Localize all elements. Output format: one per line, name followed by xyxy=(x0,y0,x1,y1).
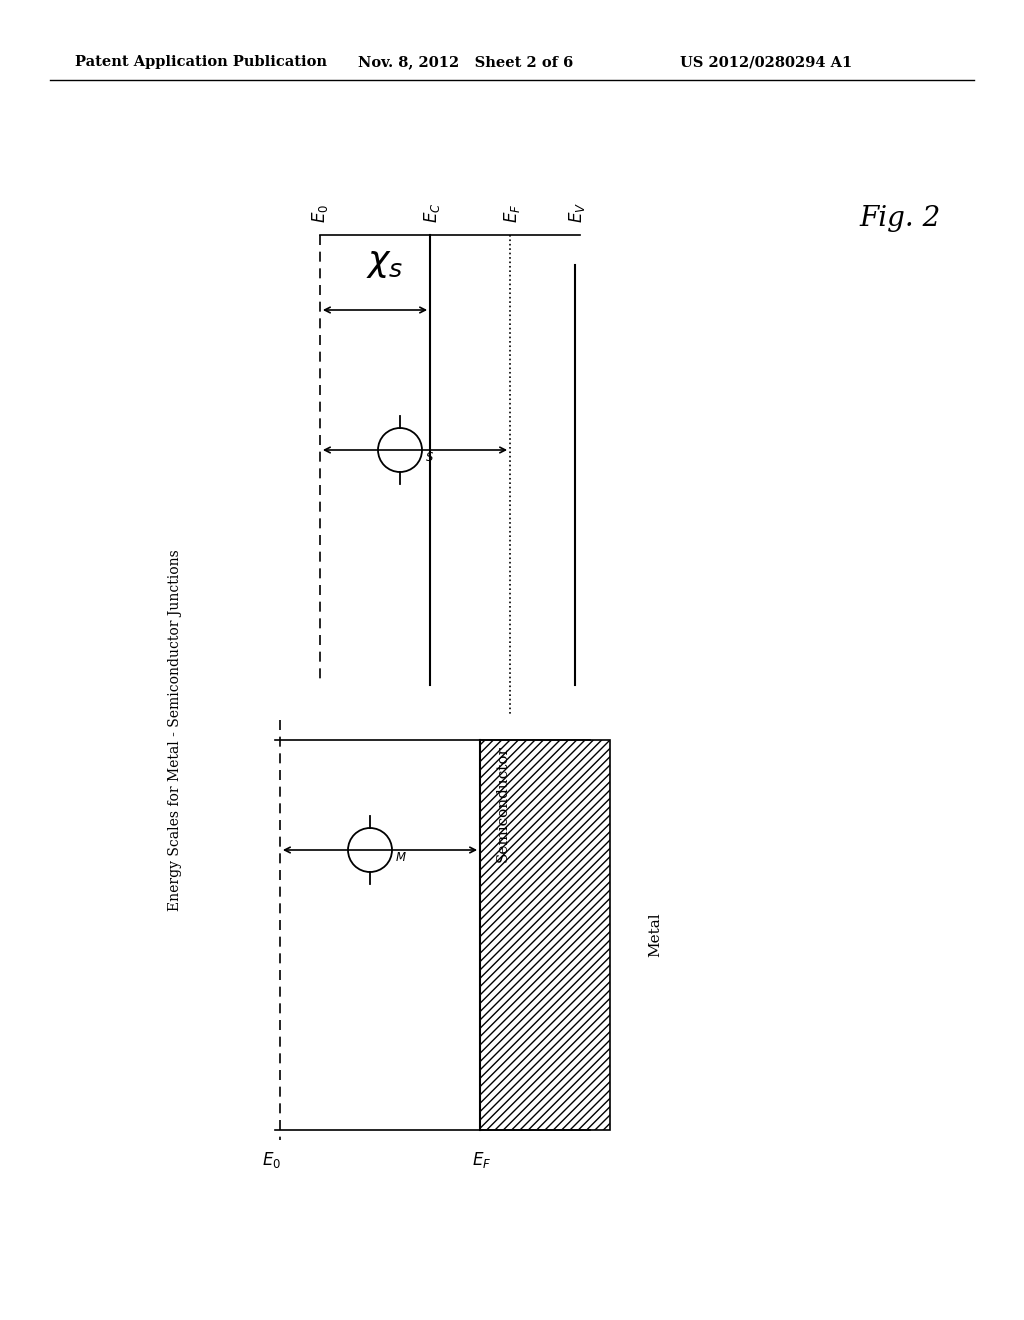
Text: Fig. 2: Fig. 2 xyxy=(859,205,941,232)
Text: $E_0$: $E_0$ xyxy=(262,1150,282,1170)
Text: $_M$: $_M$ xyxy=(395,846,407,863)
Text: Semiconductor: Semiconductor xyxy=(496,744,510,862)
Text: Nov. 8, 2012   Sheet 2 of 6: Nov. 8, 2012 Sheet 2 of 6 xyxy=(358,55,573,69)
Text: $E_C$: $E_C$ xyxy=(422,202,442,223)
Text: $E_F$: $E_F$ xyxy=(472,1150,492,1170)
Text: $E_V$: $E_V$ xyxy=(567,202,587,223)
Text: $_S$: $_S$ xyxy=(425,446,434,463)
Text: Energy Scales for Metal - Semiconductor Junctions: Energy Scales for Metal - Semiconductor … xyxy=(168,549,182,911)
Text: $E_0$: $E_0$ xyxy=(310,203,330,223)
Text: Metal: Metal xyxy=(648,912,662,957)
Text: Patent Application Publication: Patent Application Publication xyxy=(75,55,327,69)
Text: $\chi_s$: $\chi_s$ xyxy=(367,246,403,280)
Text: US 2012/0280294 A1: US 2012/0280294 A1 xyxy=(680,55,852,69)
Text: $E_F$: $E_F$ xyxy=(502,203,522,223)
Bar xyxy=(480,741,610,1130)
